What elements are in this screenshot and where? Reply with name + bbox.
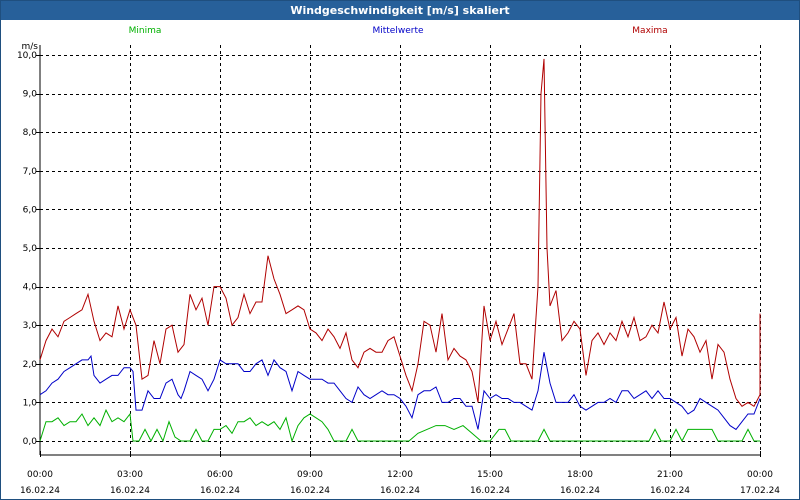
y-tick-label: 4,0	[23, 283, 38, 293]
y-tick-label: 0,0	[23, 437, 38, 447]
x-tick-date: 16.02.24	[20, 486, 60, 496]
y-tick-label: 9,0	[23, 90, 38, 100]
legend-item-minima: Minima	[129, 26, 162, 36]
x-tick-date: 16.02.24	[470, 486, 510, 496]
x-tick-date: 16.02.24	[290, 486, 330, 496]
y-axis-unit: m/s	[22, 42, 39, 52]
x-tick-date: 16.02.24	[650, 486, 690, 496]
y-tick-label: 5,0	[23, 244, 38, 254]
x-tick-time: 03:00	[117, 470, 143, 480]
x-tick-time: 15:00	[477, 470, 503, 480]
legend-item-maxima: Maxima	[632, 26, 667, 36]
x-tick-date: 16.02.24	[110, 486, 150, 496]
x-tick-time: 00:00	[747, 470, 773, 480]
x-tick-time: 21:00	[657, 470, 683, 480]
y-tick-label: 3,0	[23, 321, 38, 331]
x-tick-time: 09:00	[297, 470, 323, 480]
chart-title: Windgeschwindigkeit [m/s] skaliert	[1, 1, 799, 20]
legend-item-mittelwerte: Mittelwerte	[372, 26, 423, 36]
x-tick-time: 00:00	[27, 470, 53, 480]
x-tick-time: 18:00	[567, 470, 593, 480]
x-tick-date: 16.02.24	[380, 486, 420, 496]
x-tick-time: 12:00	[387, 470, 413, 480]
x-tick-date: 17.02.24	[740, 486, 780, 496]
y-tick-label: 6,0	[23, 205, 38, 215]
x-tick-date: 16.02.24	[200, 486, 240, 496]
x-tick-time: 06:00	[207, 470, 233, 480]
series-line-mittelwerte	[39, 352, 761, 431]
x-tick-date: 16.02.24	[560, 486, 600, 496]
y-tick-label: 7,0	[23, 167, 38, 177]
series-line-maxima	[39, 58, 761, 408]
series-line-minima	[39, 408, 760, 443]
y-tick-label: 10,0	[17, 51, 37, 61]
y-tick-label: 2,0	[23, 360, 38, 370]
y-tick-label: 1,0	[23, 398, 38, 408]
y-tick-label: 8,0	[23, 128, 38, 138]
